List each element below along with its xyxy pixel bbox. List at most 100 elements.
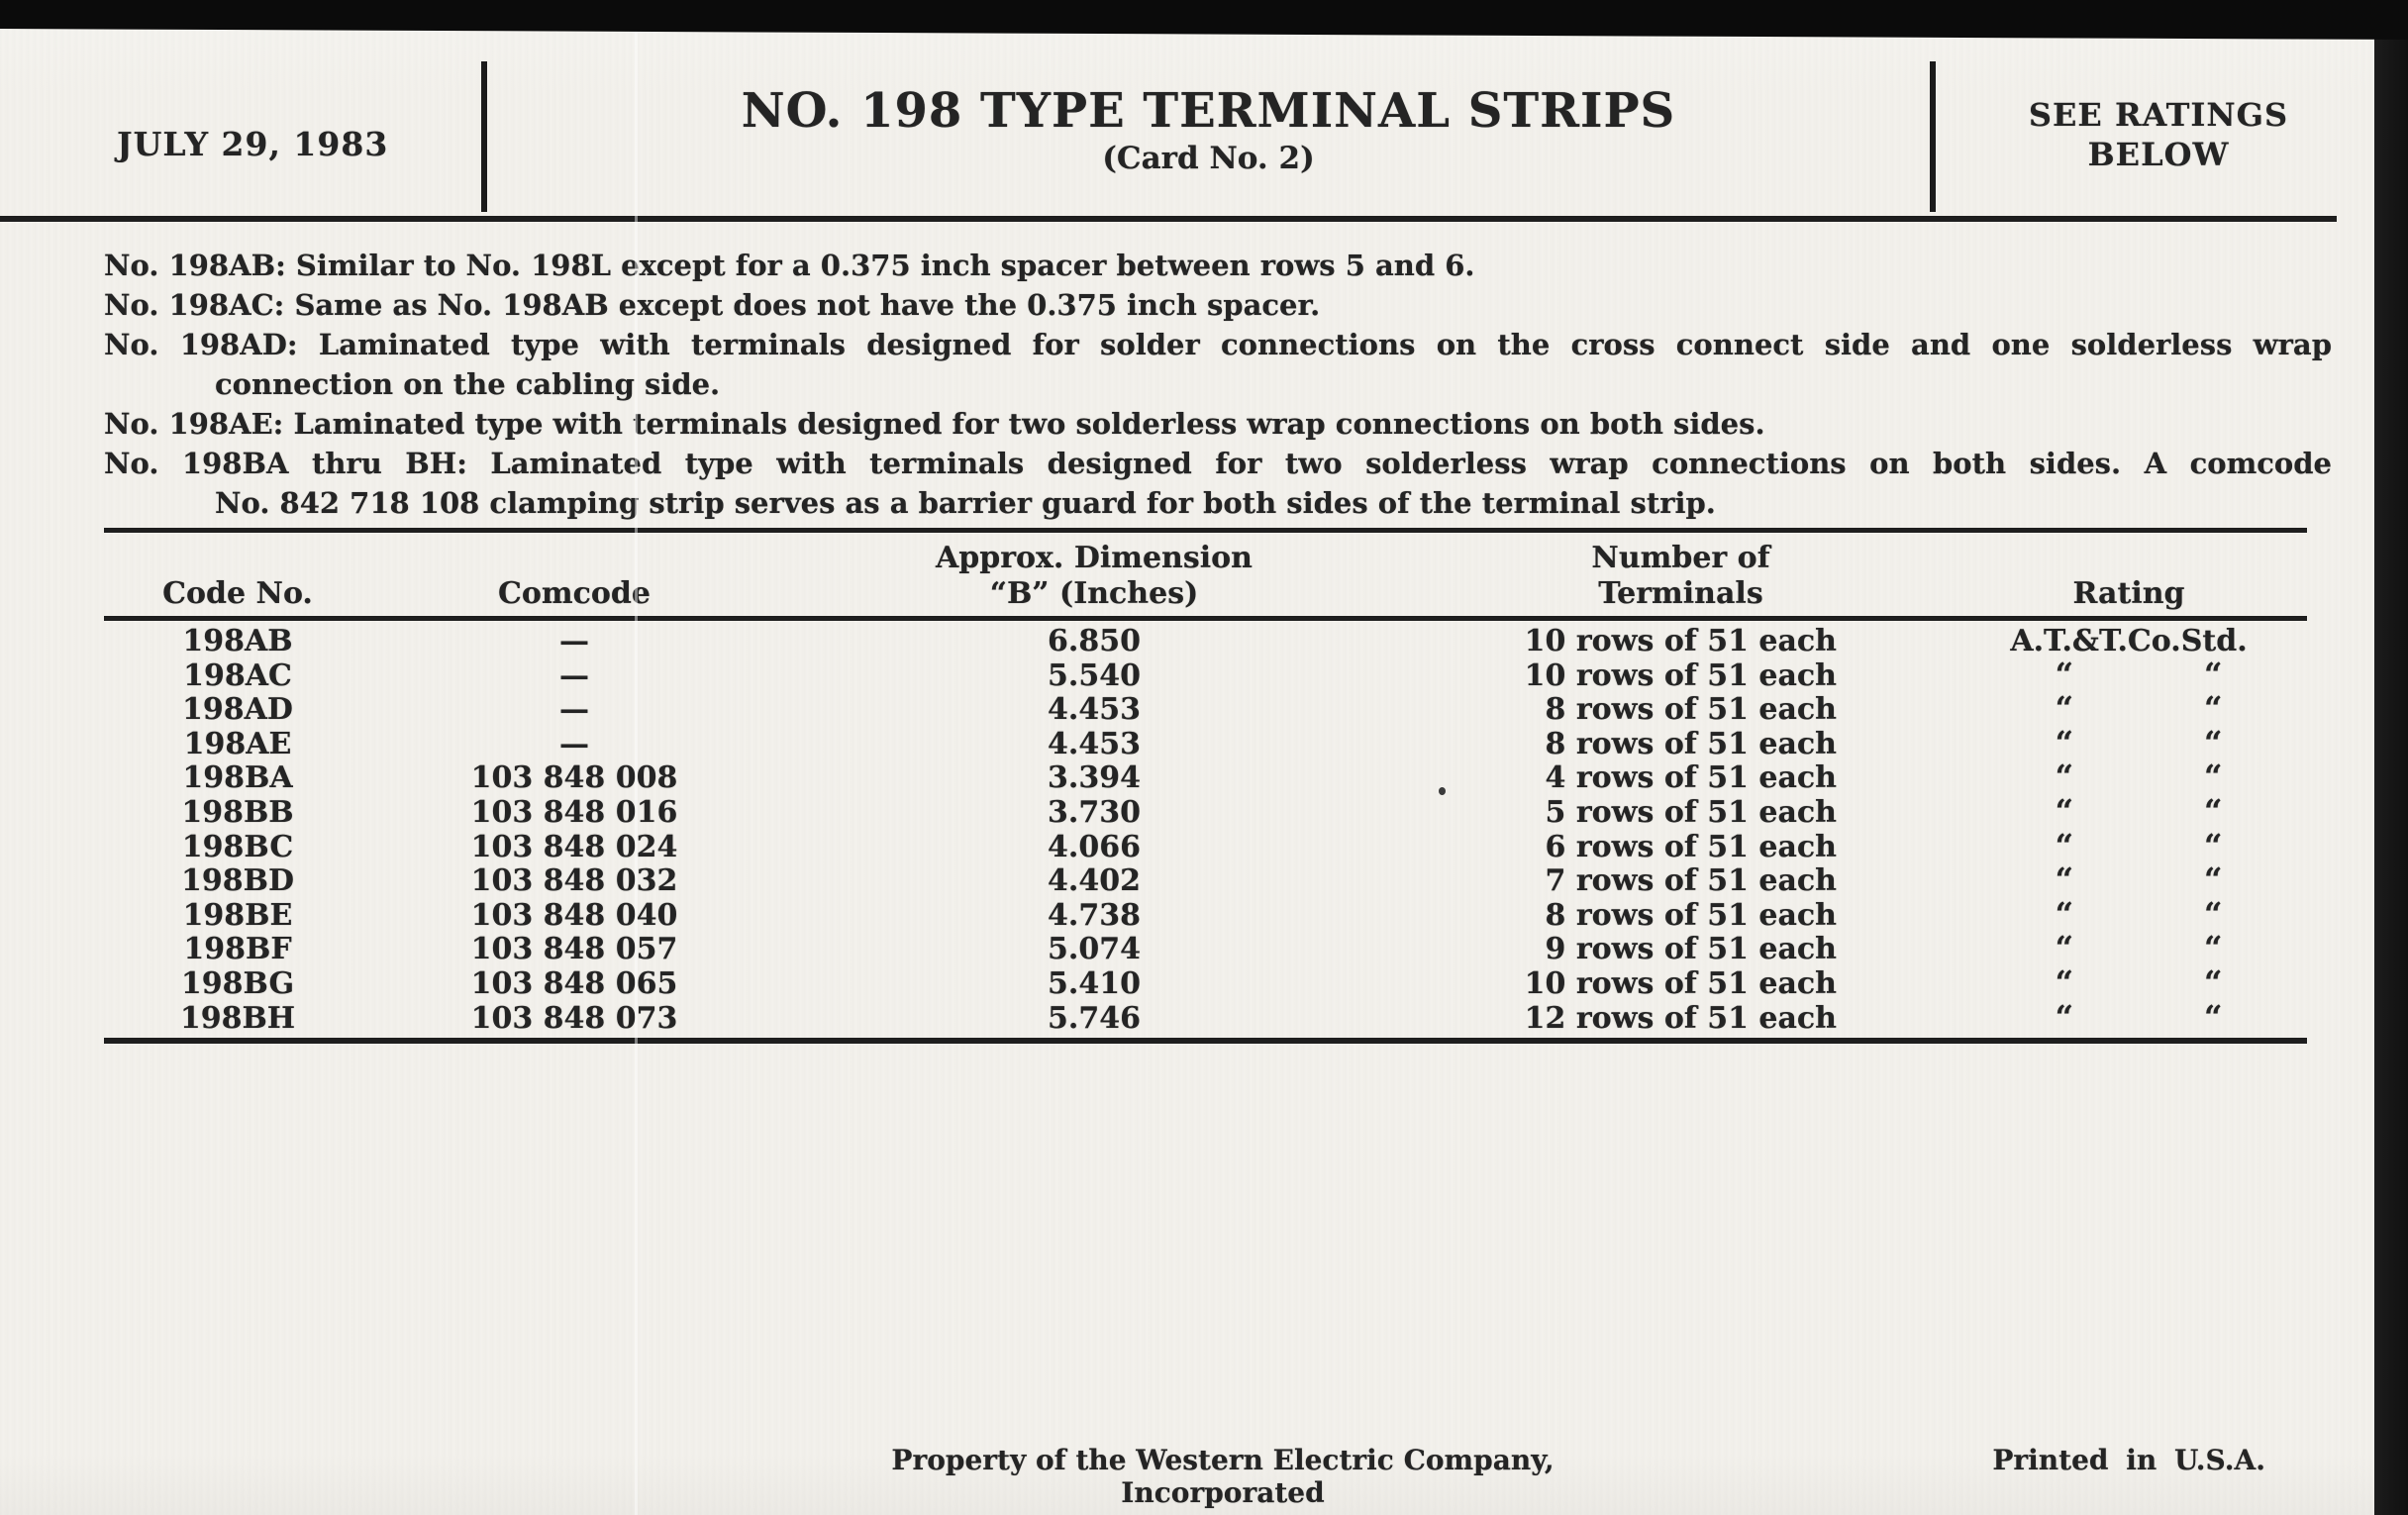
cell-code: 198BD bbox=[181, 863, 294, 899]
cell-rating: ““ bbox=[1951, 758, 2307, 796]
cell-comcode: 103 848 057 bbox=[470, 932, 678, 967]
ditto-mark: “ bbox=[2204, 894, 2223, 933]
cell-rating: ““ bbox=[1951, 826, 2307, 865]
column-header-rating: Rating bbox=[2072, 576, 2185, 611]
cell-dimension: 5.540 bbox=[1048, 657, 1141, 693]
ditto-mark: “ bbox=[2055, 826, 2073, 864]
cell-dimension: 6.850 bbox=[1048, 624, 1141, 658]
scan-crease bbox=[635, 0, 638, 1515]
cell-rating: ““ bbox=[1951, 860, 2307, 899]
table-rule-bottom bbox=[104, 1038, 2307, 1044]
page-title: NO. 198 TYPE TERMINAL STRIPS bbox=[741, 83, 1676, 139]
ditto-mark: “ bbox=[2055, 929, 2073, 967]
ditto-mark: “ bbox=[2204, 723, 2223, 761]
cell-dimension: 5.410 bbox=[1048, 965, 1141, 1001]
table-row: 198BG 103 848 065 5.410 10 rows of 51 ea… bbox=[104, 962, 2307, 1002]
cell-code: 198AB bbox=[182, 624, 293, 658]
cell-dimension: 5.074 bbox=[1048, 932, 1141, 967]
cell-rating: ““ bbox=[1951, 655, 2307, 694]
cell-comcode: 103 848 073 bbox=[470, 1000, 678, 1036]
cell-comcode: 103 848 008 bbox=[470, 760, 678, 796]
ratings-note-line2: BELOW bbox=[2087, 136, 2230, 173]
header-divider-right bbox=[1930, 61, 1936, 212]
cell-code: 198BA bbox=[182, 760, 293, 796]
cell-terminals: 10 rows of 51 each bbox=[1524, 624, 1837, 658]
footer-printed-label: Printed in U.S.A. bbox=[1992, 1444, 2265, 1476]
cell-comcode: 103 848 040 bbox=[470, 897, 678, 933]
cell-code: 198BE bbox=[182, 897, 293, 933]
table-row: 198AC — 5.540 10 rows of 51 each ““ bbox=[104, 655, 2307, 694]
table-row: 198BB 103 848 016 3.730 5 rows of 51 eac… bbox=[104, 791, 2307, 831]
cell-terminals: 8 rows of 51 each bbox=[1545, 692, 1837, 728]
ditto-mark: “ bbox=[2204, 689, 2223, 728]
scan-edge-right bbox=[2374, 0, 2408, 1515]
ditto-mark: “ bbox=[2055, 689, 2073, 728]
ditto-mark: “ bbox=[2055, 655, 2073, 693]
scan-speckle bbox=[1439, 787, 1446, 795]
cell-code: 198BG bbox=[180, 965, 295, 1001]
table-rule-top bbox=[104, 528, 2307, 533]
cell-code: 198BH bbox=[179, 1000, 296, 1036]
cell-rating: ““ bbox=[1951, 894, 2307, 934]
cell-code: 198AE bbox=[183, 726, 292, 761]
cell-rating: ““ bbox=[1951, 689, 2307, 728]
ditto-mark: “ bbox=[2055, 758, 2073, 796]
ditto-mark: “ bbox=[2204, 826, 2223, 864]
ditto-mark: “ bbox=[2204, 758, 2223, 796]
cell-comcode: 103 848 016 bbox=[470, 794, 678, 830]
table-row: 198BH 103 848 073 5.746 12 rows of 51 ea… bbox=[104, 997, 2307, 1037]
cell-code: 198AC bbox=[183, 657, 292, 693]
header-divider-left bbox=[481, 61, 487, 212]
cell-terminals: 5 rows of 51 each bbox=[1545, 794, 1837, 830]
table-row: 198AE — 4.453 8 rows of 51 each ““ bbox=[104, 723, 2307, 762]
cell-dimension: 3.394 bbox=[1048, 760, 1141, 796]
ditto-mark: “ bbox=[2204, 962, 2223, 1001]
footer-property-label: Property of the Western Electric Company… bbox=[891, 1444, 1555, 1509]
cell-code: 198BC bbox=[181, 829, 294, 864]
cell-terminals: 6 rows of 51 each bbox=[1545, 829, 1837, 864]
cell-rating: ““ bbox=[1951, 723, 2307, 762]
cell-terminals: 8 rows of 51 each bbox=[1545, 726, 1837, 761]
header-rule bbox=[0, 216, 2337, 222]
cell-comcode: 103 848 032 bbox=[470, 863, 678, 899]
cell-comcode: 103 848 024 bbox=[470, 829, 678, 864]
note-line-198ad-cont: connection on the cabling side. bbox=[215, 367, 721, 401]
cell-code: 198AD bbox=[182, 692, 293, 728]
date-label: JULY 29, 1983 bbox=[117, 125, 389, 163]
cell-code: 198BB bbox=[181, 794, 294, 830]
note-line-198ae: No. 198AE: Laminated type with terminals… bbox=[104, 407, 1765, 441]
cell-terminals: 10 rows of 51 each bbox=[1524, 965, 1837, 1001]
page-subtitle: (Card No. 2) bbox=[1102, 141, 1315, 176]
column-header-code: Code No. bbox=[162, 576, 313, 611]
note-line-198ad: No. 198AD: Laminated type with terminals… bbox=[104, 328, 2332, 361]
ditto-mark: “ bbox=[2055, 723, 2073, 761]
ditto-mark: “ bbox=[2204, 655, 2223, 693]
cell-dimension: 4.402 bbox=[1048, 863, 1141, 899]
ditto-mark: “ bbox=[2055, 997, 2073, 1036]
cell-dimension: 5.746 bbox=[1048, 1000, 1141, 1036]
ditto-mark: “ bbox=[2055, 894, 2073, 933]
ditto-mark: “ bbox=[2204, 791, 2223, 830]
note-line-198ba-bh-cont: No. 842 718 108 clamping strip serves as… bbox=[215, 486, 1716, 520]
ditto-mark: “ bbox=[2055, 791, 2073, 830]
table-row: 198BD 103 848 032 4.402 7 rows of 51 eac… bbox=[104, 860, 2307, 899]
note-line-198ba-bh: No. 198BA thru BH: Laminated type with t… bbox=[104, 447, 2332, 480]
cell-dimension: 4.066 bbox=[1048, 829, 1141, 864]
note-line-198ab: No. 198AB: Similar to No. 198L except fo… bbox=[104, 249, 1475, 282]
table-row: 198BF 103 848 057 5.074 9 rows of 51 eac… bbox=[104, 929, 2307, 967]
cell-dimension: 4.453 bbox=[1048, 692, 1141, 728]
cell-terminals: 8 rows of 51 each bbox=[1545, 897, 1837, 933]
table-row: 198BE 103 848 040 4.738 8 rows of 51 eac… bbox=[104, 894, 2307, 934]
cell-comcode: — bbox=[559, 726, 589, 761]
cell-rating: ““ bbox=[1951, 997, 2307, 1037]
cell-comcode: — bbox=[559, 624, 589, 658]
cell-terminals: 9 rows of 51 each bbox=[1545, 932, 1837, 967]
table-row: 198AB — 6.850 10 rows of 51 each A.T.&T.… bbox=[104, 624, 2307, 659]
notes-section: No. 198AB: Similar to No. 198L except fo… bbox=[104, 246, 2332, 523]
cell-terminals: 4 rows of 51 each bbox=[1545, 760, 1837, 796]
table-row: 198AD — 4.453 8 rows of 51 each ““ bbox=[104, 689, 2307, 728]
ditto-mark: “ bbox=[2055, 860, 2073, 899]
column-header-comcode: Comcode bbox=[498, 576, 651, 611]
ratings-note-line1: SEE RATINGS bbox=[2028, 96, 2289, 134]
